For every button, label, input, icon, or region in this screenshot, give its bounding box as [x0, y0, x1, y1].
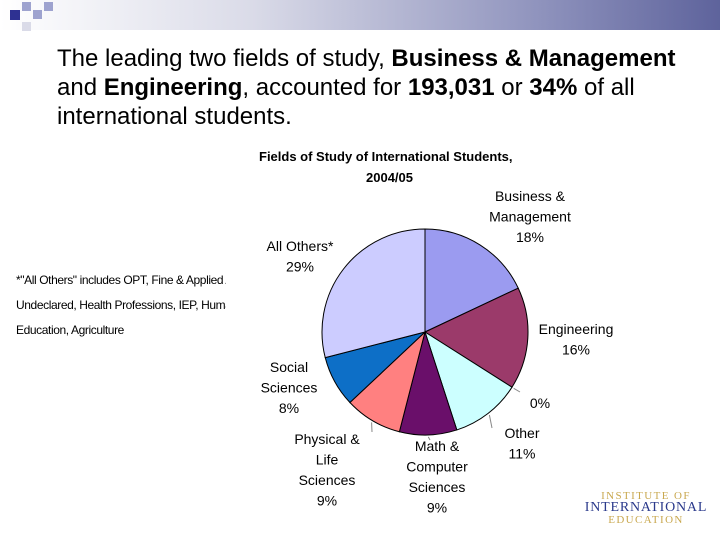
deco-square-4: [44, 2, 53, 11]
pie-slice-7: [321, 228, 426, 359]
headline: The leading two fields of study, Busines…: [57, 44, 697, 131]
pie-slice-1: [423, 287, 529, 388]
leader-line-4: [427, 436, 431, 441]
logo-line-2: INTERNATIONAL: [584, 500, 708, 515]
chart-title-line-2: 2004/05: [366, 170, 413, 185]
headline-text-4: or: [494, 74, 530, 101]
deco-square-1: [10, 10, 20, 20]
footnote-line-2: Undeclared, Health Professions, IEP, Hum…: [16, 298, 226, 312]
headline-text-3: , accounted for: [242, 74, 408, 101]
headline-text-5: of all international students.: [57, 74, 635, 130]
footnote-line-3: Education, Agriculture: [16, 323, 124, 337]
deco-square-5: [22, 22, 31, 31]
headline-bold-3: 193,031: [407, 74, 495, 101]
chart-title-line-1: Fields of Study of International Student…: [259, 149, 513, 164]
pie-label-0: Business & Management 18%: [489, 188, 571, 245]
headline-text-1: The leading two fields of study,: [57, 45, 392, 72]
pie-label-6: Social Sciences 8%: [261, 359, 318, 416]
logo-line-3: EDUCATION: [608, 514, 684, 526]
pie-slice-0: [424, 228, 519, 333]
headline-text-2: and: [57, 74, 104, 101]
deco-square-2: [22, 2, 31, 11]
footnote-line-1: *"All Others" includes OPT, Fine & Appli…: [16, 273, 226, 287]
footnote: *"All Others" includes OPT, Fine & Appli…: [16, 268, 226, 343]
pie-label-7: All Others* 29%: [267, 238, 334, 275]
headline-bold-2: Engineering: [103, 74, 243, 101]
headline-bold-4: 34%: [529, 74, 578, 101]
leader-line-2: [513, 387, 521, 393]
pie-label-3: Other 11%: [504, 425, 539, 462]
pie-slice-3: [424, 330, 513, 431]
pie-label-1: Engineering 16%: [539, 321, 614, 358]
pie-label-5: Physical & Life Sciences 9%: [294, 431, 360, 509]
leader-line-3: [488, 414, 493, 429]
header-gradient-bar: [0, 0, 720, 30]
pie-label-2: 0%: [530, 395, 550, 411]
logo: INSTITUTE OF INTERNATIONAL EDUCATION: [584, 490, 708, 526]
headline-bold-1: Business & Management: [391, 45, 676, 72]
pie-label-4: Math & Computer Sciences 9%: [406, 438, 468, 516]
deco-square-3: [33, 10, 42, 19]
logo-line-1: INSTITUTE OF: [601, 490, 691, 502]
